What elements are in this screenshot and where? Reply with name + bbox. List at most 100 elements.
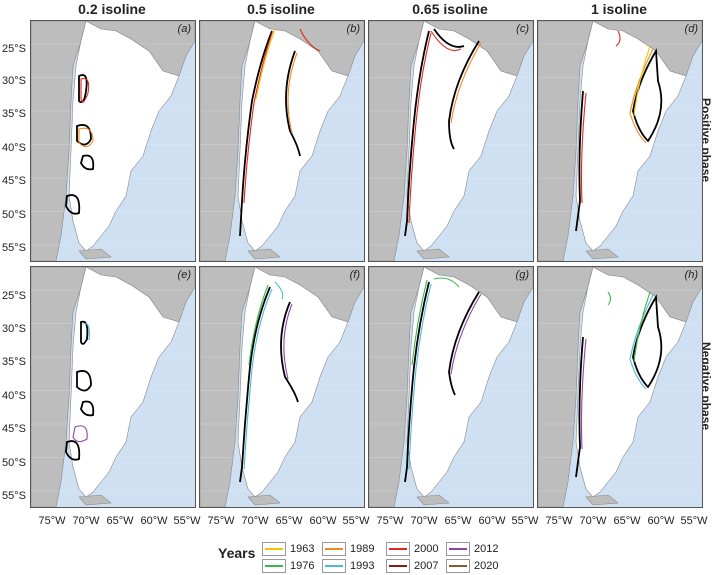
x-tick: 75°W <box>38 515 66 527</box>
isoline <box>580 92 587 204</box>
isoline <box>255 28 276 100</box>
isoline <box>287 52 298 134</box>
column-title-0.65: 0.65 isoline <box>412 1 488 17</box>
tierra-del-fuego <box>416 494 450 506</box>
y-tick: 45°S <box>2 423 26 435</box>
y-tick: 40°S <box>2 142 26 154</box>
x-tick: 75°W <box>376 515 404 527</box>
x-tick: 70°W <box>410 515 438 527</box>
isoline <box>450 42 482 124</box>
legend-year: 1993 <box>350 560 375 572</box>
x-tick: 65°W <box>275 515 303 527</box>
x-tick: 55°W <box>680 515 708 527</box>
legend-year: 1989 <box>350 543 375 555</box>
map-panel-a: (a) <box>30 20 196 262</box>
isoline <box>580 338 587 450</box>
isoline <box>629 294 654 390</box>
map-svg <box>369 21 533 261</box>
x-tick: 55°W <box>173 515 201 527</box>
y-tick: 45°S <box>2 175 26 187</box>
isoline <box>632 48 663 143</box>
legend-key <box>322 559 346 574</box>
legend-title: Years <box>218 545 256 561</box>
tierra-del-fuego <box>585 248 619 260</box>
x-tick: 60°W <box>647 515 675 527</box>
isoline <box>78 127 94 148</box>
isoline <box>80 154 95 171</box>
argentina-land <box>406 267 518 498</box>
map-panel-d: (d) <box>537 20 703 262</box>
legend-item: 1989 <box>322 542 375 557</box>
map-svg <box>31 21 195 261</box>
map-panel-f: (f) <box>199 266 365 508</box>
isoline <box>450 293 482 375</box>
map-panel-e: (e) <box>30 266 196 508</box>
isoline <box>433 28 465 48</box>
argentina-land <box>68 267 180 498</box>
legend-year: 1963 <box>290 543 315 555</box>
legend-year: 2000 <box>414 543 439 555</box>
legend-key <box>322 542 346 557</box>
isoline <box>404 30 430 237</box>
x-tick: 65°W <box>613 515 641 527</box>
panel-label: (f) <box>349 269 360 281</box>
isoline <box>633 45 651 117</box>
isoline <box>615 30 621 47</box>
y-tick: 35°S <box>2 108 26 120</box>
y-tick: 30°S <box>2 75 26 87</box>
isoline <box>629 48 654 144</box>
x-tick: 70°W <box>579 515 607 527</box>
x-tick: 70°W <box>72 515 100 527</box>
tierra-del-fuego <box>247 248 281 260</box>
map-svg <box>369 267 533 507</box>
isoline <box>76 124 92 146</box>
map-svg <box>200 21 364 261</box>
map-panel-c: (c) <box>368 20 534 262</box>
x-tick: 65°W <box>444 515 472 527</box>
tierra-del-fuego <box>416 248 450 260</box>
legend-key <box>386 559 410 574</box>
isoline <box>65 194 81 215</box>
legend-item: 1993 <box>322 559 375 574</box>
legend-year: 2012 <box>474 543 499 555</box>
tierra-del-fuego <box>585 494 619 506</box>
argentina-land <box>237 267 349 498</box>
isoline <box>299 28 321 52</box>
isoline <box>404 281 430 483</box>
panel-label: (g) <box>515 269 529 281</box>
x-tick: 75°W <box>545 515 573 527</box>
isoline <box>280 301 299 403</box>
x-tick: 55°W <box>342 515 370 527</box>
isoline <box>411 279 428 366</box>
y-tick: 35°S <box>2 356 26 368</box>
isoline <box>243 288 273 470</box>
isoline <box>80 400 95 417</box>
x-tick: 75°W <box>207 515 235 527</box>
legend-key <box>262 542 286 557</box>
map-panel-h: (h) <box>537 266 703 508</box>
panel-label: (a) <box>177 23 191 35</box>
map-panel-b: (b) <box>199 20 365 262</box>
column-title-0.2: 0.2 isoline <box>78 1 146 17</box>
isoline <box>448 40 480 150</box>
legend-item: 1963 <box>262 542 315 557</box>
isoline <box>248 284 269 366</box>
x-tick: 70°W <box>241 515 269 527</box>
y-tick: 50°S <box>2 457 26 469</box>
isoline <box>448 291 480 396</box>
isoline <box>633 291 651 363</box>
column-title-1: 1 isoline <box>590 1 648 17</box>
tierra-del-fuego <box>247 494 281 506</box>
legend-year: 2007 <box>414 560 439 572</box>
isoline <box>433 277 460 288</box>
panel-label: (b) <box>346 23 360 35</box>
map-svg <box>31 267 195 507</box>
column-title-0.5: 0.5 isoline <box>247 1 315 17</box>
legend-item: 2007 <box>386 559 439 574</box>
isoline <box>76 370 92 392</box>
legend-key <box>446 559 470 574</box>
isoline <box>78 74 88 104</box>
panel-label: (d) <box>684 23 698 35</box>
isoline <box>239 286 271 483</box>
map-svg <box>538 267 702 507</box>
